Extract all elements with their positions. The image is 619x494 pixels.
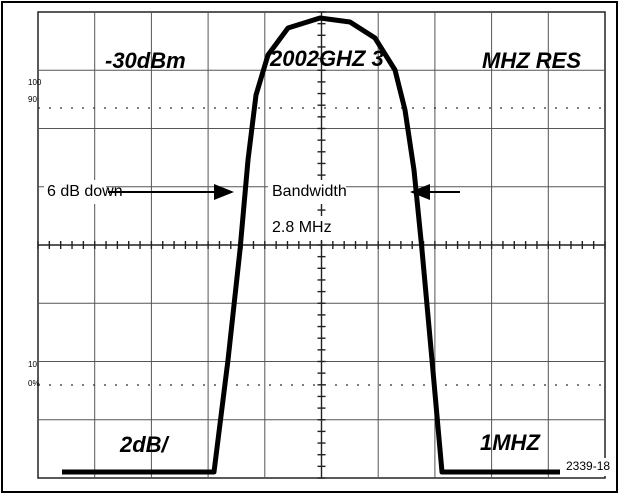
- readout-vertical-scale: 2dB/: [119, 432, 171, 457]
- annotation-bandwidth: Bandwidth: [272, 183, 347, 200]
- readout-span: 1MHZ: [480, 430, 541, 455]
- readout-resolution: MHZ RES: [482, 48, 581, 73]
- screen-figure: -30dBm 2002GHZ 3 MHZ RES 2dB/ 1MHZ 100 9…: [0, 0, 619, 494]
- annotation-bandwidth-value: 2.8 MHz: [272, 219, 332, 236]
- figure-number: 2339-18: [566, 459, 610, 473]
- graticule-label: 0%: [28, 379, 40, 388]
- graticule-label: 10: [28, 360, 37, 369]
- readout-reference-level: -30dBm: [105, 48, 186, 73]
- graticule-label: 100: [28, 78, 42, 87]
- readout-frequency: 2002GHZ 3: [269, 46, 384, 71]
- graticule-label: 90: [28, 95, 37, 104]
